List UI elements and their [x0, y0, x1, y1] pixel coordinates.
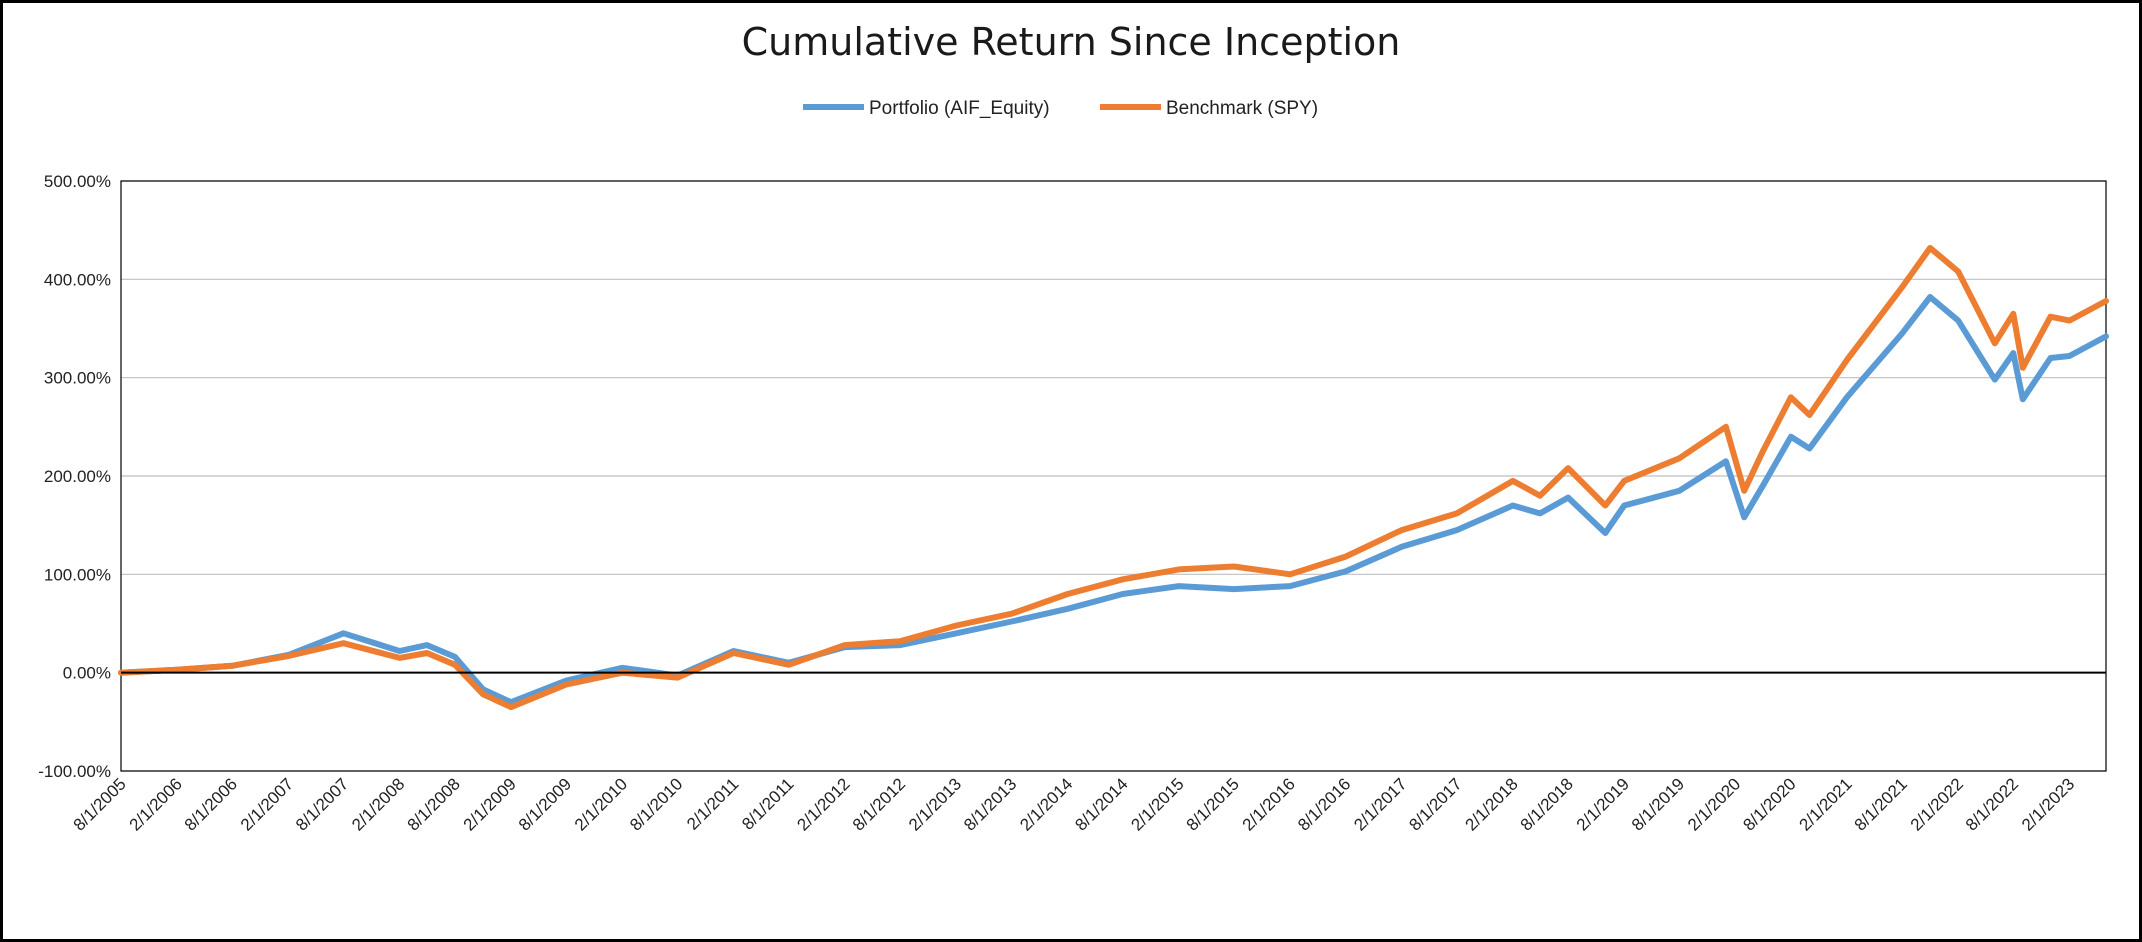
x-tick-label: 2/1/2022	[1907, 774, 1967, 834]
x-tick-label: 8/1/2008	[404, 774, 464, 834]
x-tick-label: 8/1/2010	[626, 774, 686, 834]
x-tick-label: 2/1/2006	[126, 774, 186, 834]
x-tick-label: 8/1/2019	[1628, 774, 1688, 834]
x-tick-label: 2/1/2018	[1461, 774, 1521, 834]
x-tick-label: 2/1/2016	[1239, 774, 1299, 834]
x-tick-label: 8/1/2016	[1294, 774, 1354, 834]
x-tick-label: 8/1/2015	[1183, 774, 1243, 834]
x-tick-label: 2/1/2014	[1016, 774, 1076, 834]
x-tick-label: 8/1/2021	[1851, 774, 1911, 834]
y-tick-label: 100.00%	[44, 565, 111, 584]
series-line-portfolio	[118, 294, 2109, 706]
x-tick-label: 2/1/2023	[2018, 774, 2078, 834]
x-tick-label: 8/1/2013	[960, 774, 1020, 834]
x-tick-label: 8/1/2014	[1071, 774, 1131, 834]
x-tick-label: 2/1/2021	[1796, 774, 1856, 834]
x-tick-label: 8/1/2009	[515, 774, 575, 834]
x-tick-label: 8/1/2017	[1405, 774, 1465, 834]
y-tick-label: 0.00%	[63, 664, 111, 683]
axis-layer: 500.00% 400.00% 300.00% 200.00% 100.00% 0.00%…	[38, 172, 2106, 835]
x-tick-label: 2/1/2015	[1127, 774, 1187, 834]
x-tick-label: 2/1/2007	[237, 774, 297, 834]
y-tick-label: -100.00%	[38, 762, 111, 781]
x-tick-label: 2/1/2017	[1350, 774, 1410, 834]
grid-layer	[120, 180, 2107, 772]
legend-item-benchmark: Benchmark (SPY)	[1100, 98, 1318, 119]
legend-item-portfolio: Portfolio (AIF_Equity)	[803, 98, 1050, 119]
x-tick-label: 2/1/2012	[793, 774, 853, 834]
x-tick-label: 2/1/2009	[460, 774, 520, 834]
legend-label: Benchmark (SPY)	[1166, 98, 1318, 119]
x-tick-label: 2/1/2011	[683, 774, 742, 833]
x-tick-label: 8/1/2005	[70, 774, 130, 834]
series-line-benchmark	[118, 244, 2109, 711]
x-tick-label: 8/1/2007	[292, 774, 352, 834]
y-tick-label: 300.00%	[44, 369, 111, 388]
chart-title: Cumulative Return Since Inception	[741, 20, 1401, 64]
y-tick-label: 200.00%	[44, 467, 111, 486]
x-tick-label: 2/1/2013	[905, 774, 965, 834]
y-tick-label: 500.00%	[44, 172, 111, 191]
x-tick-label: 2/1/2020	[1684, 774, 1744, 834]
x-tick-label: 8/1/2006	[181, 774, 241, 834]
legend-label: Portfolio (AIF_Equity)	[869, 98, 1050, 119]
x-tick-label: 8/1/2011	[738, 774, 797, 833]
plot-area-border	[120, 180, 2107, 772]
y-tick-label: 400.00%	[44, 270, 111, 289]
x-tick-label: 2/1/2010	[571, 774, 631, 834]
x-tick-label: 8/1/2020	[1739, 774, 1799, 834]
x-tick-label: 8/1/2012	[849, 774, 909, 834]
legend: Portfolio (AIF_Equity) Benchmark (SPY)	[803, 98, 1318, 119]
series-layer	[118, 244, 2109, 711]
x-tick-label: 2/1/2008	[348, 774, 408, 834]
x-tick-label: 2/1/2019	[1573, 774, 1633, 834]
x-tick-label: 8/1/2018	[1517, 774, 1577, 834]
x-tick-label: 8/1/2022	[1962, 774, 2022, 834]
